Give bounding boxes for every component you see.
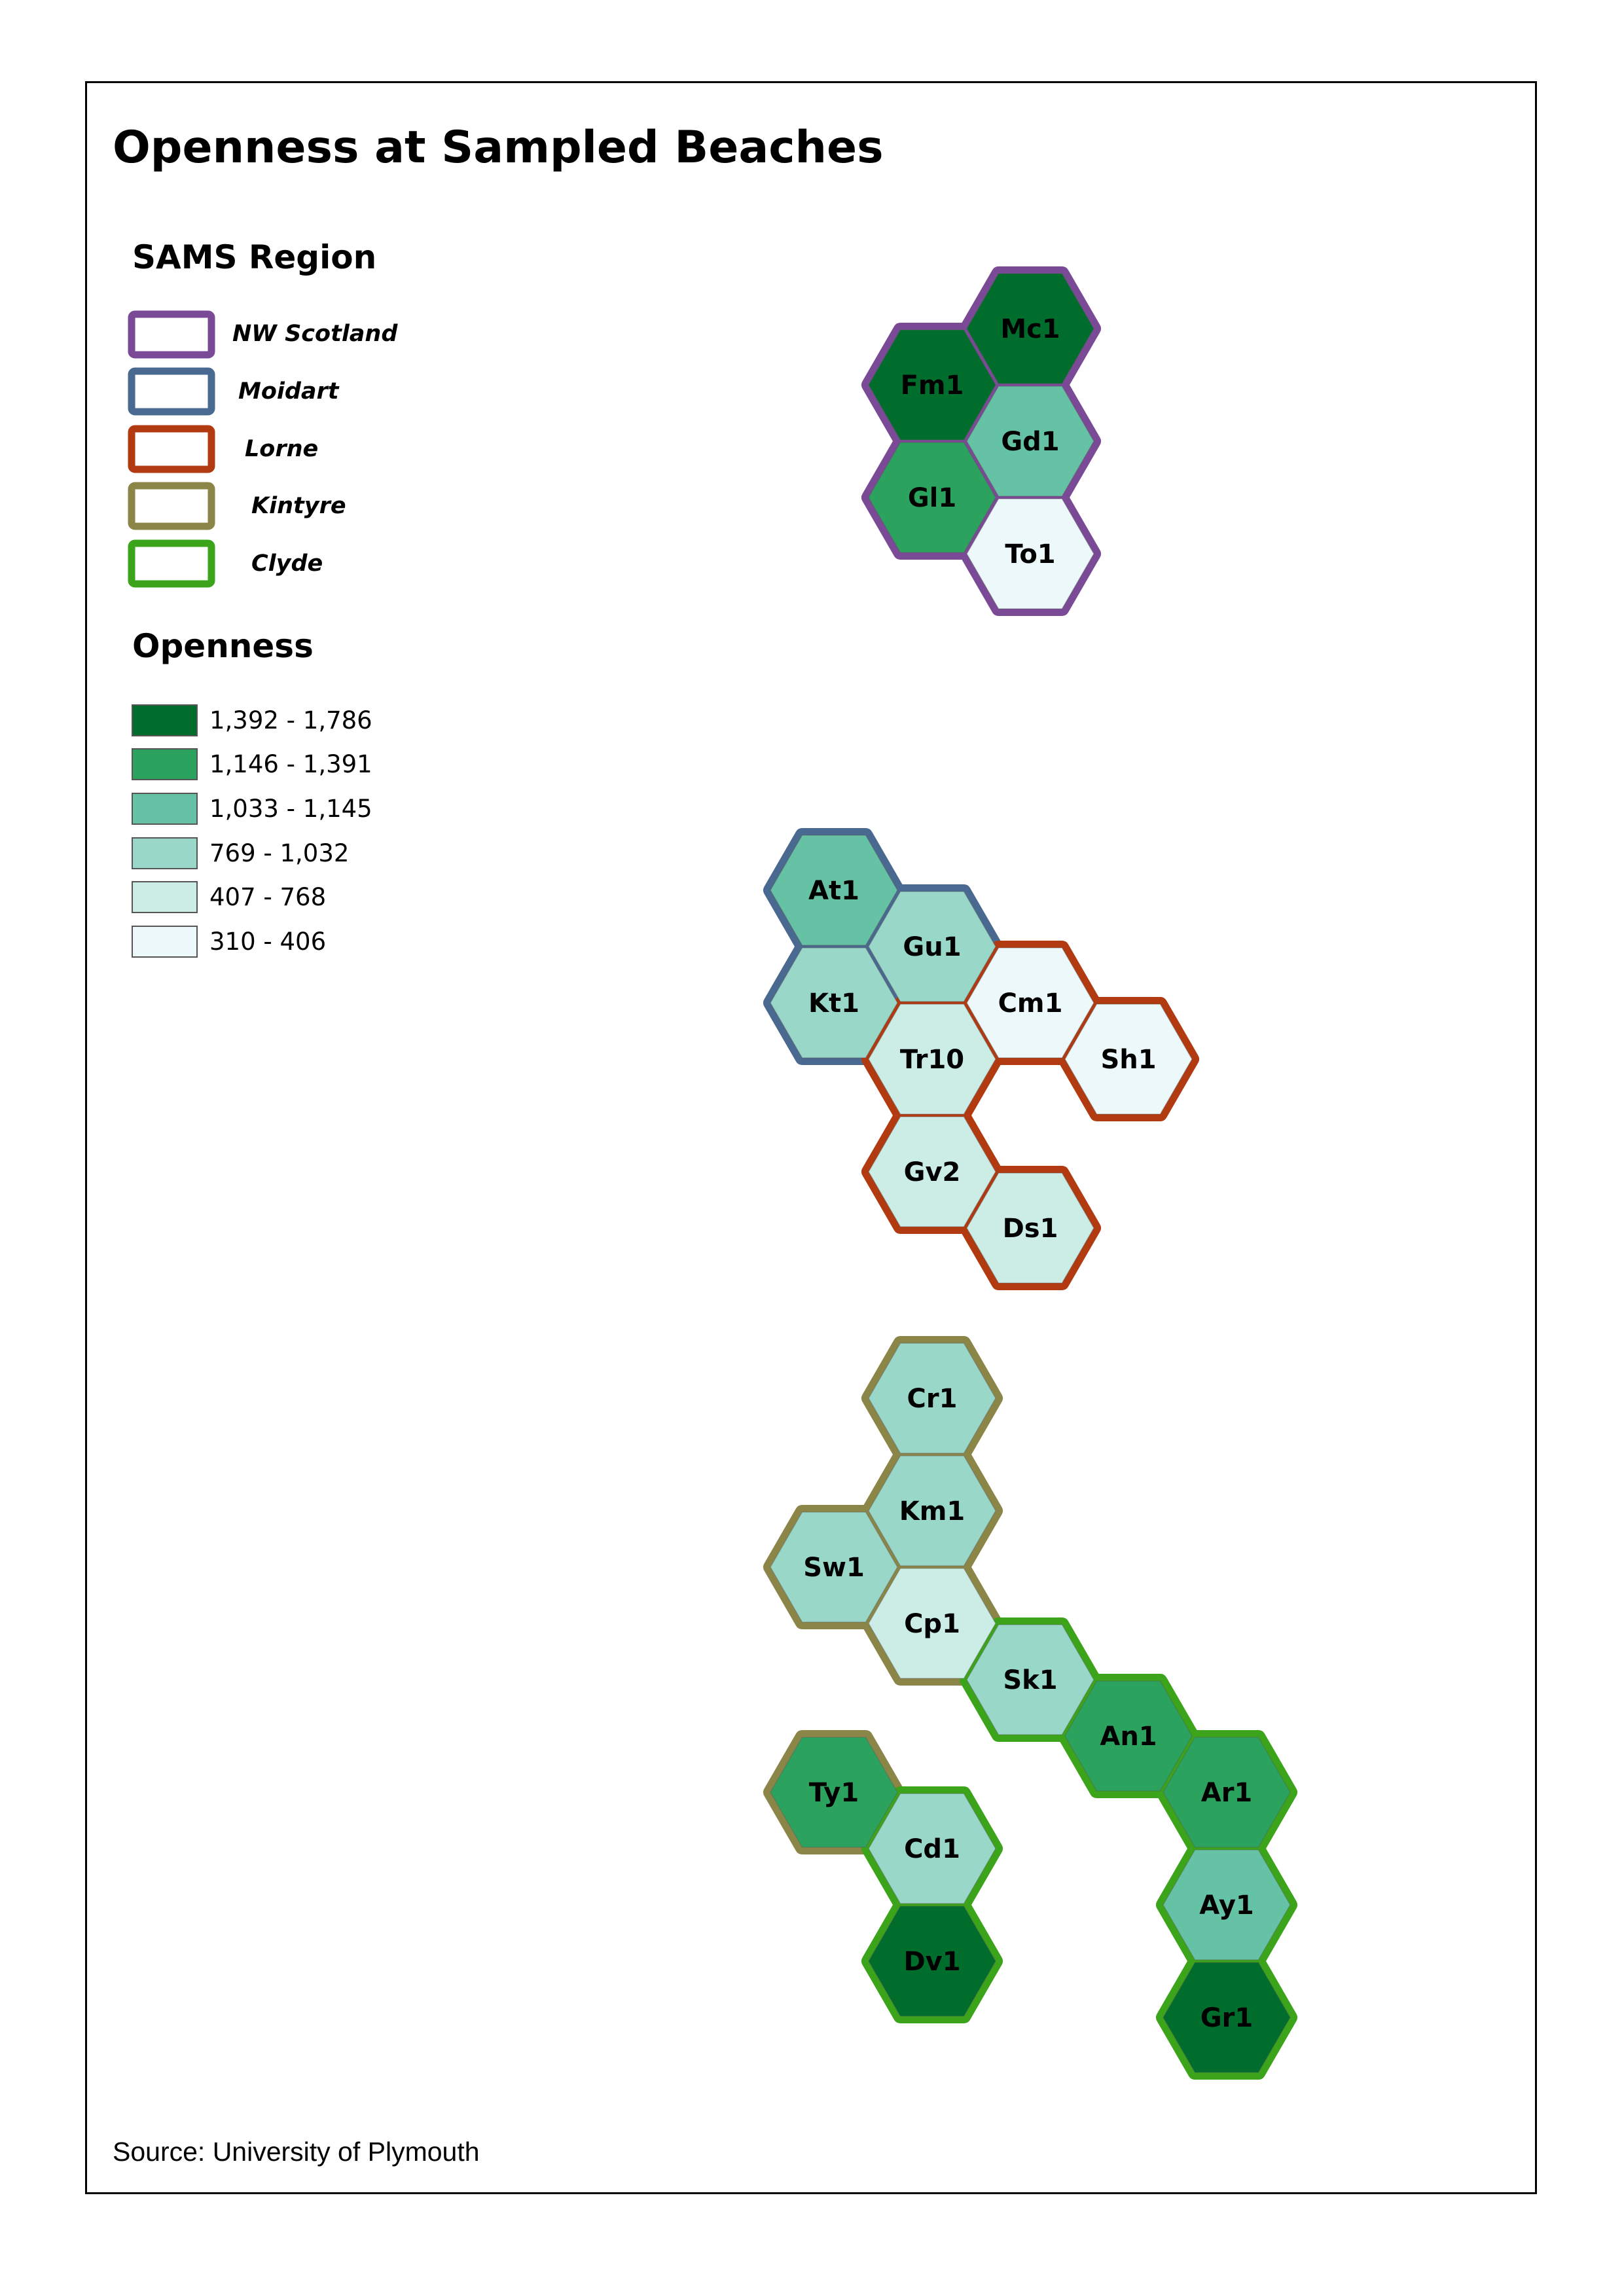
hex-label-mc1: Mc1 (1000, 314, 1060, 344)
hex-label-km1: Km1 (899, 1496, 965, 1527)
hex-kt1[interactable] (770, 947, 898, 1058)
hex-dv1[interactable] (868, 1906, 996, 2017)
hex-km1[interactable] (868, 1455, 996, 1566)
hex-label-an1: An1 (1100, 1722, 1157, 1752)
hex-label-cd1: Cd1 (904, 1834, 960, 1864)
hex-gd1[interactable] (966, 386, 1094, 497)
hex-gr1[interactable] (1163, 1962, 1291, 2073)
hex-sw1[interactable] (770, 1511, 898, 1623)
region-label-lorne: Lorne (245, 436, 319, 462)
region-legend-heading: SAMS Region (132, 238, 377, 276)
hex-label-cm1: Cm1 (998, 988, 1063, 1019)
hex-gv2[interactable] (868, 1116, 996, 1227)
map-frame (85, 81, 1537, 2194)
hex-label-kt1: Kt1 (808, 988, 859, 1019)
region-label-clyde: Clyde (251, 551, 323, 577)
hex-label-gd1: Gd1 (1001, 427, 1059, 457)
hex-label-gv2: Gv2 (904, 1157, 961, 1187)
hex-layer: Mc1 Fm1 Gd1 Gl1 To1 At1 Gu1 Kt1 Cm1 Tr10 Sh1 Gv2 Ds1… (763, 266, 1297, 2080)
hex-mc1[interactable] (966, 273, 1094, 384)
hex-an1[interactable] (1064, 1680, 1193, 1792)
hex-label-sk1: Sk1 (1003, 1665, 1057, 1695)
hex-cr1[interactable] (868, 1343, 996, 1454)
region-label-moidart: Moidart (238, 378, 339, 405)
hex-label-fm1: Fm1 (901, 370, 964, 401)
hex-label-ay1: Ay1 (1199, 1890, 1254, 1921)
beach-labels: Mc1 Fm1 Gd1 Gl1 To1 At1 Gu1 Kt1 Cm1 Tr10 Sh1 Gv2 Ds1… (803, 314, 1254, 2033)
hex-label-cp1: Cp1 (904, 1609, 960, 1639)
page-title: Openness at Sampled Beaches (113, 122, 884, 173)
hex-sk1[interactable] (966, 1624, 1094, 1735)
hex-label-at1: At1 (808, 876, 859, 906)
source-note: Source: University of Plymouth (113, 2137, 480, 2167)
hex-sh1[interactable] (1064, 1003, 1193, 1115)
openness-class-label-1: 1,392 - 1,786 (209, 706, 372, 734)
hex-label-gu1: Gu1 (903, 932, 961, 962)
openness-class-label-5: 407 - 768 (209, 883, 327, 911)
hex-fm1[interactable] (868, 329, 996, 441)
hex-label-gr1: Gr1 (1200, 2003, 1253, 2033)
openness-class-label-4: 769 - 1,032 (209, 839, 350, 867)
hex-at1[interactable] (770, 835, 898, 946)
hex-cd1[interactable] (868, 1793, 996, 1904)
hex-label-gl1: Gl1 (908, 483, 956, 513)
hex-gu1[interactable] (868, 891, 996, 1002)
hex-label-sh1: Sh1 (1100, 1045, 1156, 1075)
hex-gl1[interactable] (868, 442, 996, 553)
openness-class-label-2: 1,146 - 1,391 (209, 750, 372, 778)
hex-cm1[interactable] (966, 947, 1094, 1058)
hex-label-sw1: Sw1 (803, 1553, 865, 1583)
hex-label-ar1: Ar1 (1201, 1778, 1253, 1808)
hex-ty1[interactable] (770, 1737, 898, 1848)
hex-to1[interactable] (966, 498, 1094, 609)
region-label-nw: NW Scotland (232, 321, 398, 347)
hex-ar1[interactable] (1163, 1737, 1291, 1848)
openness-legend-heading: Openness (132, 627, 314, 665)
openness-class-label-6: 310 - 406 (209, 928, 327, 956)
hex-label-cr1: Cr1 (907, 1384, 958, 1414)
hex-cp1[interactable] (868, 1568, 996, 1679)
region-label-kintyre: Kintyre (251, 493, 346, 519)
openness-class-label-3: 1,033 - 1,145 (209, 795, 372, 823)
hex-label-ds1: Ds1 (1003, 1214, 1058, 1244)
hex-tr10[interactable] (868, 1003, 996, 1115)
openness-fills (770, 273, 1291, 2073)
hex-label-ty1: Ty1 (809, 1778, 859, 1808)
hex-label-to1: To1 (1005, 539, 1055, 569)
hex-ds1[interactable] (966, 1172, 1094, 1284)
hex-label-tr10: Tr10 (900, 1045, 964, 1075)
hex-ay1[interactable] (1163, 1849, 1291, 1961)
hex-label-dv1: Dv1 (903, 1947, 960, 1977)
